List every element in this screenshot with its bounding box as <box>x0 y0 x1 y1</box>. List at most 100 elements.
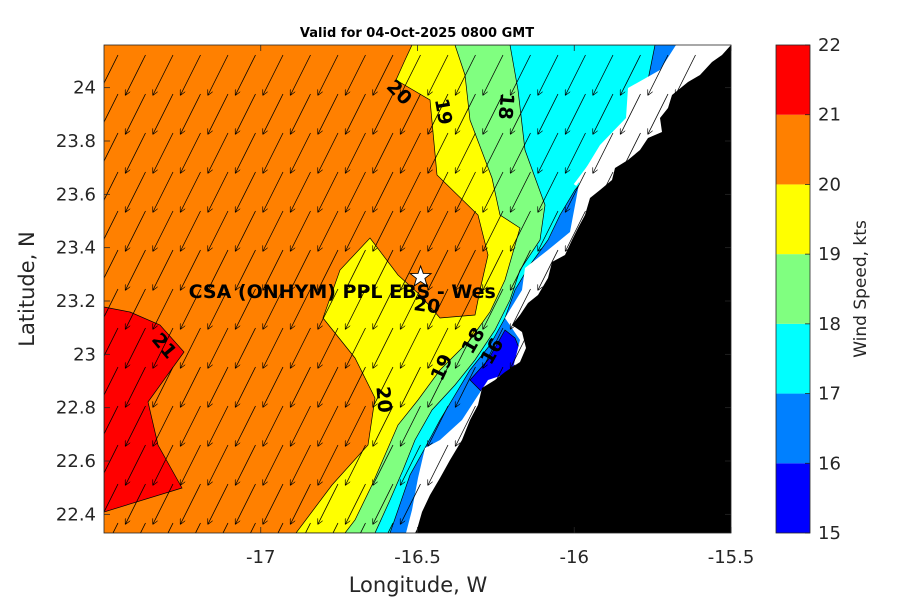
wind-arrow <box>104 171 119 201</box>
wind-arrow <box>676 54 696 95</box>
wind-arrow <box>593 444 614 485</box>
wind-arrow <box>566 249 586 290</box>
wind-arrow <box>263 171 284 212</box>
wind-arrow <box>593 288 614 329</box>
wind-arrow <box>511 132 531 173</box>
wind-arrow <box>676 444 696 485</box>
wind-arrow <box>648 405 669 446</box>
wind-arrow <box>483 132 504 173</box>
wind-arrow <box>566 288 586 329</box>
site-star-icon <box>408 264 433 287</box>
wind-arrow <box>676 171 696 212</box>
wind-arrow <box>703 171 724 212</box>
wind-arrow <box>483 327 504 368</box>
wind-arrow <box>566 483 586 524</box>
wind-arrow <box>236 444 256 485</box>
colorbar: 22 21 20 19 18 17 16 15 <box>775 35 841 544</box>
wind-arrow <box>621 405 641 446</box>
wind-arrow <box>593 405 614 446</box>
wind-arrow <box>428 249 449 290</box>
wind-arrow <box>208 288 229 329</box>
wind-arrow <box>483 366 504 407</box>
colorbar-tick-label: 17 <box>818 384 841 405</box>
wind-arrow <box>236 93 256 134</box>
wind-arrow <box>648 93 669 134</box>
wind-arrow <box>181 249 201 290</box>
wind-arrow <box>593 483 614 524</box>
wind-arrow <box>621 483 641 524</box>
wind-arrow <box>373 483 394 524</box>
wind-arrow <box>401 483 421 524</box>
wind-arrow <box>208 405 229 446</box>
colorbar-tick-label: 21 <box>818 105 841 126</box>
wind-arrow <box>208 366 229 407</box>
wind-arrow <box>208 327 229 368</box>
y-tick-label: 23.2 <box>56 291 96 312</box>
wind-arrow <box>126 483 146 524</box>
wind-arrow <box>428 444 449 485</box>
wind-arrow <box>511 171 531 212</box>
wind-arrow <box>263 132 284 173</box>
wind-arrow <box>456 171 476 212</box>
wind-arrow <box>483 54 504 95</box>
wind-arrow <box>621 249 641 290</box>
wind-arrow <box>428 288 449 329</box>
wind-arrow <box>181 327 201 368</box>
wind-arrow <box>456 483 476 524</box>
wind-arrow <box>153 366 174 407</box>
wind-arrow <box>593 327 614 368</box>
wind-arrow <box>373 288 394 329</box>
wind-arrow <box>566 171 586 212</box>
wind-arrow <box>318 483 339 524</box>
wind-arrow <box>263 288 284 329</box>
wind-arrow <box>167 522 174 533</box>
wind-arrow <box>291 54 311 95</box>
colorbar-tick-label: 20 <box>818 174 841 195</box>
wind-arrow <box>538 405 559 446</box>
wind-arrow <box>318 366 339 407</box>
wind-arrow <box>621 93 641 134</box>
wind-arrow <box>236 132 256 173</box>
wind-arrow <box>263 366 284 407</box>
y-tick-label: 23 <box>73 344 96 365</box>
wind-arrow <box>373 171 394 212</box>
wind-arrow <box>428 210 449 251</box>
wind-arrow <box>401 171 421 212</box>
wind-arrow <box>593 54 614 95</box>
wind-arrow <box>648 483 669 524</box>
wind-arrow <box>181 93 201 134</box>
wind-arrow <box>153 444 174 485</box>
wind-arrow <box>676 366 696 407</box>
wind-arrow <box>401 249 421 290</box>
x-tick-label: -15.5 <box>708 547 755 568</box>
wind-arrow <box>511 327 531 368</box>
wind-arrow <box>104 366 119 396</box>
wind-arrow <box>717 522 724 533</box>
x-axis: -17 -16.5 -16 -15.5 <box>246 45 754 568</box>
wind-arrow <box>346 483 366 524</box>
wind-arrow <box>373 405 394 446</box>
wind-arrow <box>593 93 614 134</box>
wind-arrow <box>104 483 119 513</box>
wind-arrow <box>236 171 256 212</box>
wind-arrow <box>621 444 641 485</box>
wind-arrow <box>126 327 146 368</box>
wind-arrow <box>236 249 256 290</box>
wind-arrow <box>318 249 339 290</box>
wind-arrow <box>662 522 669 533</box>
wind-arrow <box>126 171 146 212</box>
wind-arrow <box>126 444 146 485</box>
wind-arrow <box>346 249 366 290</box>
wind-arrow <box>373 54 394 95</box>
wind-arrow <box>703 210 724 251</box>
wind-arrow <box>703 54 724 95</box>
wind-arrow <box>470 522 476 533</box>
wind-arrow <box>104 249 119 279</box>
wind-arrow <box>346 444 366 485</box>
wind-arrow <box>291 483 311 524</box>
wind-arrow <box>621 54 641 95</box>
wind-arrow <box>291 327 311 368</box>
wind-arrow <box>126 288 146 329</box>
wind-arrow <box>126 366 146 407</box>
contour-label: 19 <box>430 97 456 127</box>
